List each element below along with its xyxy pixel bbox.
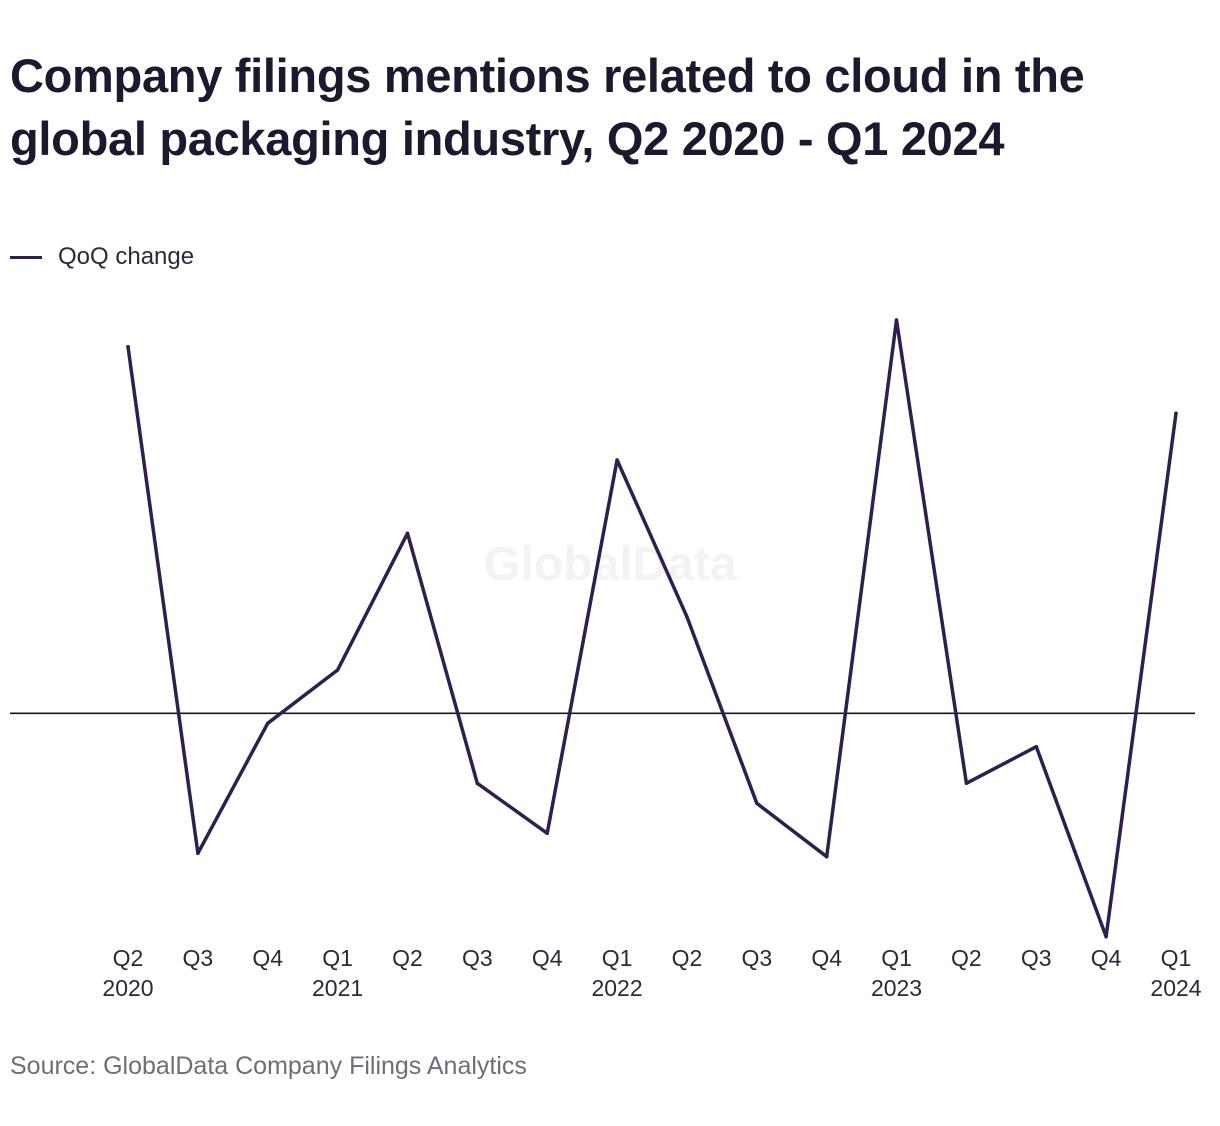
- x-tick-label-quarter: Q4: [252, 945, 283, 971]
- data-point: [755, 801, 759, 806]
- data-point: [1174, 411, 1178, 416]
- x-tick-label-quarter: Q4: [811, 945, 842, 971]
- data-point: [545, 831, 549, 836]
- x-tick-label-quarter: Q1: [602, 945, 633, 971]
- data-point: [335, 668, 340, 672]
- x-tick-label-year: 2023: [871, 975, 922, 1001]
- x-tick-label-quarter: Q4: [532, 945, 563, 971]
- watermark: GlobalData: [483, 538, 737, 591]
- data-point: [265, 721, 270, 726]
- data-point: [196, 851, 200, 856]
- legend: QoQ change: [10, 240, 194, 274]
- legend-label: QoQ change: [58, 243, 195, 270]
- x-tick-label-quarter: Q3: [462, 945, 493, 971]
- x-tick-label-quarter: Q3: [1021, 945, 1052, 971]
- x-tick-label-quarter: Q1: [1161, 945, 1192, 971]
- x-tick-label-year: 2021: [312, 975, 363, 1001]
- x-tick-label-quarter: Q2: [672, 945, 703, 971]
- data-point: [824, 854, 829, 859]
- x-tick-label-quarter: Q3: [741, 945, 772, 971]
- x-tick-label-year: 2020: [102, 975, 153, 1001]
- series-line-qoq-change: [126, 318, 1178, 939]
- data-point: [126, 344, 130, 349]
- x-tick-label-quarter: Q2: [113, 945, 144, 971]
- x-tick-label-year: 2022: [591, 975, 642, 1001]
- data-point: [475, 781, 480, 786]
- legend-swatch: [10, 255, 42, 259]
- x-tick-label-quarter: Q4: [1091, 945, 1122, 971]
- data-point: [685, 614, 689, 619]
- data-point: [964, 781, 969, 786]
- x-tick-label-quarter: Q2: [392, 945, 423, 971]
- chart-title: Company filings mentions related to clou…: [10, 49, 1085, 165]
- x-tick-label-quarter: Q2: [951, 945, 982, 971]
- data-point: [615, 458, 619, 462]
- source-note: Source: GlobalData Company Filings Analy…: [10, 1052, 527, 1080]
- data-point: [1034, 744, 1039, 749]
- data-point: [1104, 934, 1108, 939]
- x-tick-label-year: 2024: [1150, 975, 1201, 1001]
- data-point: [405, 531, 410, 536]
- x-tick-label-quarter: Q1: [881, 945, 912, 971]
- data-point: [894, 318, 899, 322]
- x-tick-label-quarter: Q1: [322, 945, 353, 971]
- x-tick-label-quarter: Q3: [183, 945, 214, 971]
